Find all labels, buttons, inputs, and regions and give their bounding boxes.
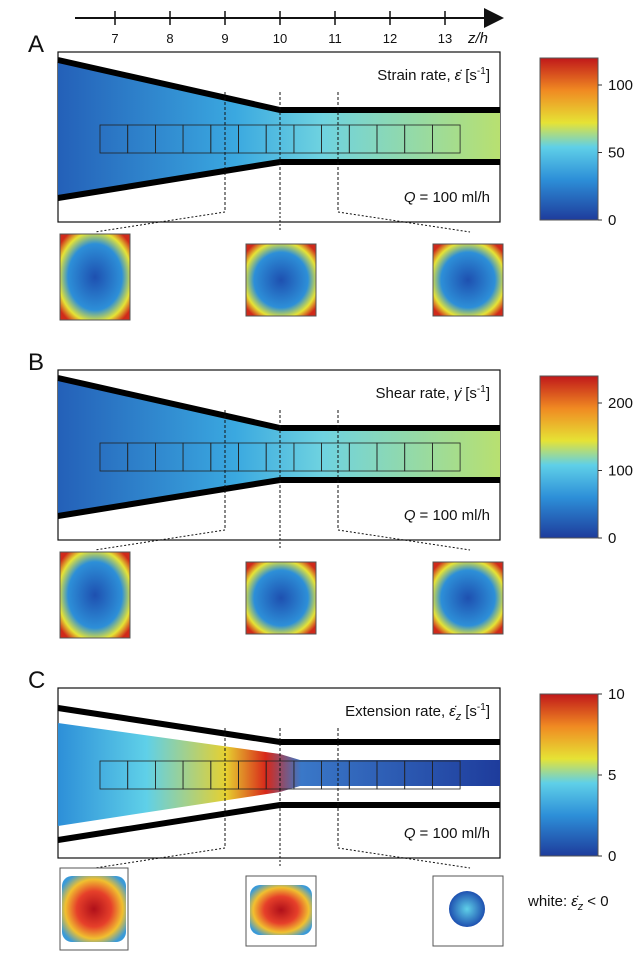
- panel-title: Strain rate, ε̇ [s-1]: [377, 66, 490, 84]
- panel-letter: A: [28, 31, 44, 58]
- inset: [59, 551, 131, 639]
- z-tick-label: 9: [221, 31, 228, 46]
- title-unit: [s: [465, 703, 477, 720]
- note-text: white:: [527, 893, 567, 910]
- flow-symbol: Q: [404, 189, 416, 206]
- colorbar-tick-label: 5: [608, 767, 616, 784]
- flow-rate: Q = 100 ml/h: [404, 189, 490, 206]
- cell: [431, 760, 461, 790]
- flow-field: [58, 723, 500, 826]
- cell: [431, 124, 461, 154]
- colorbar-tick-label: 200: [608, 395, 633, 412]
- note-relation: < 0: [587, 893, 608, 910]
- title-close: ]: [486, 703, 490, 720]
- colorbar-tick-label: 50: [608, 145, 625, 162]
- inset: [245, 243, 317, 317]
- title-text: Shear rate,: [376, 385, 450, 402]
- note-subscript: z: [577, 901, 584, 913]
- colorbar-tick-label: 10: [608, 686, 625, 703]
- colorbar-tick-label: 100: [608, 77, 633, 94]
- cell: [431, 442, 461, 472]
- flow-field: [58, 62, 500, 197]
- title-symbol: ε̇: [449, 703, 457, 720]
- colorbar: [539, 693, 599, 857]
- channel-wall: [57, 705, 500, 745]
- title-symbol: γ̇: [454, 385, 463, 402]
- title-unit: [s: [465, 67, 477, 84]
- title-exponent: -1: [477, 702, 486, 713]
- colorbar-tick-label: 0: [608, 212, 616, 229]
- inset: [449, 891, 485, 927]
- flow-symbol: Q: [404, 507, 416, 524]
- title-text: Strain rate,: [377, 67, 450, 84]
- inset: [432, 561, 504, 635]
- flow-text: = 100 ml/h: [420, 507, 490, 524]
- colorbar-tick-label: 0: [608, 848, 616, 865]
- inset: [245, 561, 317, 635]
- z-axis-label: z/h: [467, 30, 488, 47]
- colorbar: [539, 375, 599, 539]
- colorbar: [539, 57, 599, 221]
- title-close: ]: [486, 67, 490, 84]
- title-close: ]: [486, 385, 490, 402]
- connector: [94, 529, 226, 551]
- connector: [94, 847, 226, 869]
- connector: [94, 211, 226, 233]
- note-symbol: ε̇: [571, 893, 579, 910]
- z-tick-label: 7: [111, 31, 118, 46]
- flow-field: [58, 380, 500, 515]
- z-tick-label: 11: [328, 31, 342, 46]
- panel-title: Extension rate, ε̇z [s-1]: [345, 702, 490, 723]
- inset: [250, 885, 312, 935]
- flow-rate: Q = 100 ml/h: [404, 825, 490, 842]
- panel: B Shear rate, γ̇ [s-1] Q = 100 ml/h 0 100 200: [28, 349, 633, 639]
- title-symbol: ε̇: [455, 67, 463, 84]
- panel-letter: C: [28, 667, 45, 694]
- note: white: ε̇z < 0: [527, 893, 609, 913]
- title-exponent: -1: [477, 384, 486, 395]
- panel: A Strain rate, ε̇ [s-1] Q = 100 ml/h 0 50 100: [28, 31, 633, 321]
- z-tick-label: 10: [273, 31, 287, 46]
- inset: [62, 876, 126, 942]
- z-tick-label: 13: [438, 31, 452, 46]
- flow-rate: Q = 100 ml/h: [404, 507, 490, 524]
- z-tick-label: 8: [166, 31, 173, 46]
- colorbar-tick-label: 0: [608, 530, 616, 547]
- title-exponent: -1: [477, 66, 486, 77]
- title-subscript: z: [455, 711, 462, 723]
- inset: [59, 233, 131, 321]
- z-tick-label: 12: [383, 31, 397, 46]
- title-unit: [s: [465, 385, 477, 402]
- panel-letter: B: [28, 349, 44, 376]
- flow-symbol: Q: [404, 825, 416, 842]
- flow-text: = 100 ml/h: [420, 189, 490, 206]
- flow-text: = 100 ml/h: [420, 825, 490, 842]
- panel-title: Shear rate, γ̇ [s-1]: [376, 384, 490, 402]
- title-text: Extension rate,: [345, 703, 445, 720]
- colorbar-tick-label: 100: [608, 463, 633, 480]
- inset: [432, 243, 504, 317]
